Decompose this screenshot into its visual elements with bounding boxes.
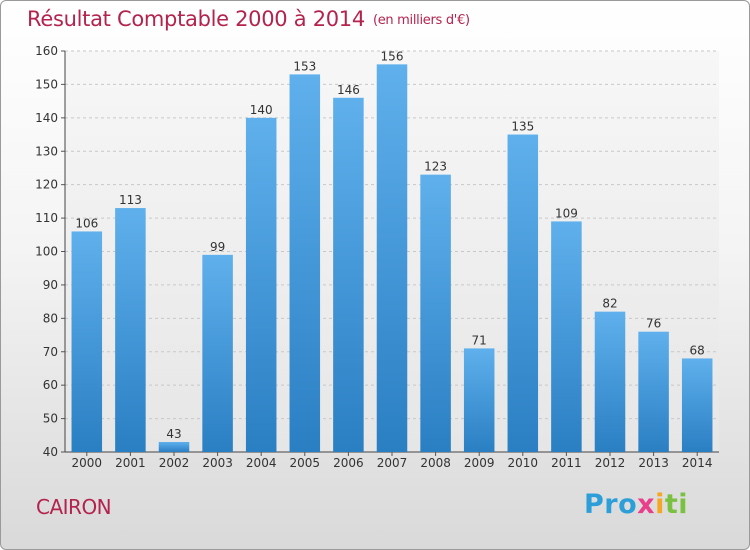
chart-title-text: Résultat Comptable 2000 à 2014 bbox=[27, 7, 365, 31]
x-tick-label: 2012 bbox=[595, 456, 626, 470]
x-tick-label: 2009 bbox=[464, 456, 495, 470]
y-tick-label: 160 bbox=[35, 44, 58, 58]
bar bbox=[289, 74, 321, 453]
logo-part-1: Pro bbox=[584, 489, 638, 520]
y-tick-label: 70 bbox=[43, 345, 58, 359]
bar-value-label: 156 bbox=[381, 49, 404, 63]
bar-value-label: 71 bbox=[472, 333, 487, 347]
bar bbox=[594, 311, 626, 452]
bar bbox=[681, 358, 713, 452]
bar-value-label: 109 bbox=[555, 206, 578, 220]
bar bbox=[507, 134, 539, 452]
y-tick-label: 90 bbox=[43, 278, 58, 292]
chart-title: Résultat Comptable 2000 à 2014 (en millie… bbox=[27, 7, 470, 31]
y-tick-label: 60 bbox=[43, 378, 58, 392]
bar bbox=[463, 348, 495, 452]
bar bbox=[115, 208, 146, 452]
y-tick-label: 100 bbox=[35, 245, 58, 259]
x-tick-label: 2014 bbox=[682, 456, 713, 470]
x-tick-label: 2001 bbox=[115, 456, 146, 470]
x-tick-label: 2000 bbox=[72, 456, 103, 470]
y-tick-label: 150 bbox=[35, 77, 58, 91]
y-tick-label: 130 bbox=[35, 144, 58, 158]
commune-name: CAIRON bbox=[36, 495, 112, 519]
x-tick-label: 2006 bbox=[333, 456, 364, 470]
x-tick-label: 2010 bbox=[508, 456, 539, 470]
bar bbox=[333, 97, 364, 453]
x-tick-label: 2013 bbox=[638, 456, 669, 470]
x-tick-label: 2005 bbox=[290, 456, 321, 470]
bar-value-label: 76 bbox=[646, 317, 661, 331]
x-tick-label: 2002 bbox=[159, 456, 190, 470]
y-tick-label: 80 bbox=[43, 311, 58, 325]
y-tick-label: 50 bbox=[43, 412, 58, 426]
bar-value-label: 99 bbox=[210, 240, 225, 254]
bar-value-label: 140 bbox=[250, 103, 273, 117]
bar-value-label: 106 bbox=[75, 216, 98, 230]
bar-value-label: 82 bbox=[602, 297, 617, 311]
bar-value-label: 68 bbox=[690, 343, 705, 357]
x-tick-label: 2011 bbox=[551, 456, 582, 470]
logo-part-4: ti bbox=[664, 489, 689, 520]
bar-value-label: 135 bbox=[511, 120, 534, 134]
y-tick-label: 40 bbox=[43, 445, 58, 459]
logo-part-3: i bbox=[655, 489, 665, 520]
bar bbox=[71, 231, 103, 452]
bar bbox=[551, 221, 582, 452]
bar bbox=[202, 254, 233, 452]
bar bbox=[420, 174, 451, 452]
y-tick-label: 120 bbox=[35, 178, 58, 192]
bar bbox=[158, 441, 190, 452]
bar bbox=[376, 64, 408, 452]
x-tick-label: 2003 bbox=[202, 456, 233, 470]
bar bbox=[638, 331, 669, 452]
y-tick-label: 110 bbox=[35, 211, 58, 225]
logo-part-2: x bbox=[637, 489, 656, 520]
x-tick-label: 2008 bbox=[420, 456, 451, 470]
bar-value-label: 153 bbox=[293, 59, 316, 73]
chart-subtitle: (en milliers d'€) bbox=[372, 13, 470, 28]
bar bbox=[245, 117, 277, 452]
bar-value-label: 43 bbox=[166, 427, 181, 441]
x-tick-label: 2004 bbox=[246, 456, 277, 470]
bar-value-label: 123 bbox=[424, 160, 447, 174]
bar-value-label: 113 bbox=[119, 193, 142, 207]
y-tick-label: 140 bbox=[35, 111, 58, 125]
x-tick-label: 2007 bbox=[377, 456, 408, 470]
proxiti-logo: Proxiti bbox=[584, 489, 688, 520]
bar-value-label: 146 bbox=[337, 83, 360, 97]
